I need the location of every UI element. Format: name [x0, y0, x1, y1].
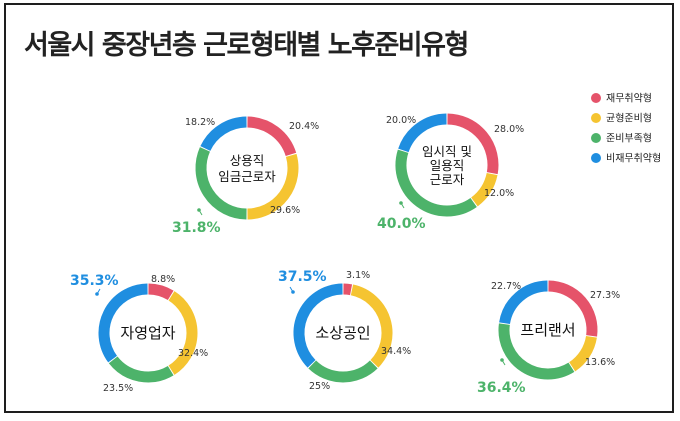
donut-4-label-2: 34.4%: [381, 346, 411, 357]
donut-1-slice-2: [247, 153, 299, 220]
donut-1-slice-3: [195, 147, 247, 220]
donut-2-leader-dot: [399, 201, 403, 205]
donut-3-label-3: 23.5%: [103, 383, 133, 394]
donut-5-label-4: 22.7%: [491, 281, 521, 292]
donut-5-label-3: 36.4%: [477, 380, 526, 396]
donut-3-slice-2: [168, 291, 198, 375]
donut-4-label-4: 37.5%: [278, 269, 327, 285]
donut-3-label-4: 35.3%: [70, 273, 119, 289]
donut-2-slice-3: [395, 149, 477, 217]
donut-1-label-2: 29.6%: [270, 205, 300, 216]
donut-4-center-line-1: 소상공인: [315, 324, 370, 342]
donut-3: 8.8% 32.4% 23.5% 35.3% 자영업자: [70, 273, 208, 394]
legend-label-3: 준비부족형: [606, 133, 652, 145]
donut-1-center-line-1: 상용직: [230, 153, 265, 168]
donut-2-label-4: 20.0%: [386, 115, 416, 126]
donut-3-label-2: 32.4%: [178, 348, 208, 359]
legend-swatch-4: [591, 153, 601, 163]
donut-4: 3.1% 34.4% 25% 37.5% 소상공인: [278, 269, 411, 392]
donut-2-center-line-1: 임시직 및: [422, 144, 472, 159]
donut-5-leader-dot: [500, 358, 504, 362]
donut-5-slice-2: [568, 335, 597, 372]
donut-1-label-4: 18.2%: [185, 117, 215, 128]
donut-4-slice-2: [350, 284, 393, 368]
donut-2-label-1: 28.0%: [494, 124, 524, 135]
donut-5-slice-3: [498, 323, 575, 380]
donut-4-leader-dot: [291, 290, 295, 294]
donut-2-center-line-2: 일용직: [430, 158, 465, 173]
chart-frame: 서울시 중장년층 근로형태별 노후준비유형: [4, 3, 674, 413]
donut-4-slice-4: [293, 283, 343, 368]
donut-2-label-3: 40.0%: [377, 216, 426, 232]
donut-1-label-3: 31.8%: [172, 220, 221, 236]
donut-1-slice-1: [247, 116, 297, 157]
donut-4-label-3: 25%: [309, 381, 330, 392]
donut-3-leader-dot: [95, 292, 99, 296]
donut-5-center-line-1: 프리랜서: [520, 321, 575, 339]
legend-label-2: 균형준비형: [606, 113, 652, 125]
legend-label-1: 재무취약형: [606, 93, 652, 105]
donut-1-slice-4: [200, 116, 247, 152]
legend-swatch-3: [591, 133, 601, 143]
donut-5: 27.3% 13.6% 36.4% 22.7% 프리랜서: [477, 280, 620, 396]
donut-4-slice-1: [343, 283, 353, 296]
chart-title: 서울시 중장년층 근로형태별 노후준비유형: [24, 30, 469, 61]
donut-1-label-1: 20.4%: [289, 121, 319, 132]
legend-label-4: 비재무취약형: [606, 153, 661, 165]
donut-1-center-line-2: 임금근로자: [218, 169, 276, 184]
donut-3-center-line-1: 자영업자: [120, 324, 175, 342]
donut-5-label-1: 27.3%: [590, 290, 620, 301]
donut-1-leader-dot: [197, 208, 201, 212]
donut-5-label-2: 13.6%: [585, 357, 615, 368]
donut-3-label-1: 8.8%: [151, 274, 175, 285]
donut-3-slice-4: [98, 283, 148, 363]
donut-3-slice-1: [148, 283, 174, 301]
legend-swatch-2: [591, 113, 601, 123]
donut-2-slice-1: [447, 113, 499, 175]
donut-2-slice-4: [398, 113, 447, 153]
donut-2-label-2: 12.0%: [484, 188, 514, 199]
donut-2-slice-2: [470, 172, 498, 207]
donut-5-slice-4: [499, 280, 548, 325]
donut-2-center-line-3: 근로자: [430, 172, 465, 187]
donut-3-slice-3: [108, 356, 174, 383]
donut-4-slice-3: [308, 360, 378, 383]
donut-5-slice-1: [548, 280, 598, 337]
donut-4-label-1: 3.1%: [346, 270, 370, 281]
legend-swatch-1: [591, 93, 601, 103]
